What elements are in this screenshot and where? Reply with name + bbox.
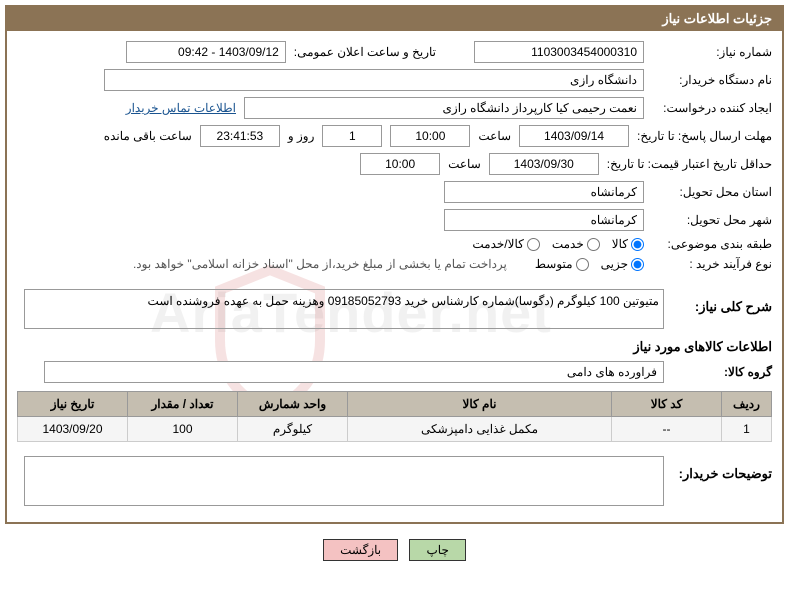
deadline-date-field: 1403/09/14 [519,125,629,147]
validity-date-field: 1403/09/30 [489,153,599,175]
th-date: تاریخ نیاز [18,392,128,417]
td-row: 1 [722,417,772,442]
general-desc-field: متیوتین 100 کیلوگرم (دگوسا)شماره کارشناس… [24,289,664,329]
panel-title: جزئیات اطلاعات نیاز [7,7,782,31]
detail-panel: جزئیات اطلاعات نیاز شماره نیاز: 11030034… [5,5,784,524]
th-name: نام کالا [348,392,612,417]
td-date: 1403/09/20 [18,417,128,442]
radio-minor[interactable] [631,258,644,271]
back-button[interactable]: بازگشت [323,539,398,561]
general-desc-label: شرح کلی نیاز: [672,299,772,315]
province-field: کرمانشاه [444,181,644,203]
time-remain-field: 23:41:53 [200,125,280,147]
hour-label-1: ساعت [478,129,511,143]
row-province: استان محل تحویل: کرمانشاه [17,181,772,203]
radio-goods-label: کالا [612,237,628,251]
validity-label: حداقل تاریخ اعتبار قیمت: تا تاریخ: [607,157,772,171]
th-qty: تعداد / مقدار [128,392,238,417]
td-code: -- [612,417,722,442]
goods-info-title: اطلاعات کالاهای مورد نیاز [17,339,772,355]
need-number-label: شماره نیاز: [652,45,772,59]
goods-group-label: گروه کالا: [672,365,772,379]
buyer-notes-field [24,456,664,506]
payment-note: پرداخت تمام یا بخشی از مبلغ خرید،از محل … [133,257,507,271]
validity-hour-field: 10:00 [360,153,440,175]
announce-date-label: تاریخ و ساعت اعلان عمومی: [294,45,436,59]
announce-date-field: 1403/09/12 - 09:42 [126,41,286,63]
td-unit: کیلوگرم [238,417,348,442]
buyer-org-label: نام دستگاه خریدار: [652,73,772,87]
table-header-row: ردیف کد کالا نام کالا واحد شمارش تعداد /… [18,392,772,417]
days-remain-field: 1 [322,125,382,147]
radio-minor-label: جزیی [601,257,628,271]
row-need-number: شماره نیاز: 1103003454000310 تاریخ و ساع… [17,41,772,63]
process-label: نوع فرآیند خرید : [652,257,772,271]
radio-service[interactable] [587,238,600,251]
row-goods-group: گروه کالا: فراورده های دامی [17,361,772,383]
contact-link[interactable]: اطلاعات تماس خریدار [126,101,236,115]
requester-label: ایجاد کننده درخواست: [652,101,772,115]
th-unit: واحد شمارش [238,392,348,417]
goods-group-field: فراورده های دامی [44,361,664,383]
buyer-org-field: دانشگاه رازی [104,69,644,91]
remain-suffix-label: ساعت باقی مانده [104,129,192,143]
radio-goods-service-label: کالا/خدمت [472,237,523,251]
radio-goods-service[interactable] [527,238,540,251]
panel-body: شماره نیاز: 1103003454000310 تاریخ و ساع… [7,31,782,522]
row-deadline: مهلت ارسال پاسخ: تا تاریخ: 1403/09/14 سا… [17,125,772,147]
city-field: کرمانشاه [444,209,644,231]
td-name: مکمل غذایی دامپزشکی [348,417,612,442]
deadline-hour-field: 10:00 [390,125,470,147]
goods-table: ردیف کد کالا نام کالا واحد شمارش تعداد /… [17,391,772,442]
radio-goods[interactable] [631,238,644,251]
category-radio-group: کالا خدمت کالا/خدمت [472,237,644,251]
deadline-label: مهلت ارسال پاسخ: تا تاریخ: [637,129,772,143]
table-row: 1 -- مکمل غذایی دامپزشکی کیلوگرم 100 140… [18,417,772,442]
th-code: کد کالا [612,392,722,417]
row-requester: ایجاد کننده درخواست: نعمت رحیمی کیا کارپ… [17,97,772,119]
radio-service-label: خدمت [552,237,584,251]
radio-medium-label: متوسط [535,257,573,271]
province-label: استان محل تحویل: [652,185,772,199]
process-radio-group: جزیی متوسط [535,257,644,271]
requester-field: نعمت رحیمی کیا کارپرداز دانشگاه رازی [244,97,644,119]
row-process: نوع فرآیند خرید : جزیی متوسط پرداخت تمام… [17,257,772,271]
need-number-field: 1103003454000310 [474,41,644,63]
row-city: شهر محل تحویل: کرمانشاه [17,209,772,231]
button-bar: چاپ بازگشت [0,529,789,571]
city-label: شهر محل تحویل: [652,213,772,227]
row-buyer-notes: توضیحات خریدار: [17,456,772,506]
row-general-desc: شرح کلی نیاز: متیوتین 100 کیلوگرم (دگوسا… [17,289,772,329]
category-label: طبقه بندی موضوعی: [652,237,772,251]
row-buyer-org: نام دستگاه خریدار: دانشگاه رازی [17,69,772,91]
radio-medium[interactable] [576,258,589,271]
days-and-label: روز و [288,129,315,143]
row-validity: حداقل تاریخ اعتبار قیمت: تا تاریخ: 1403/… [17,153,772,175]
th-row: ردیف [722,392,772,417]
buyer-notes-label: توضیحات خریدار: [672,466,772,482]
row-category: طبقه بندی موضوعی: کالا خدمت کالا/خدمت [17,237,772,251]
td-qty: 100 [128,417,238,442]
print-button[interactable]: چاپ [409,539,465,561]
hour-label-2: ساعت [448,157,481,171]
